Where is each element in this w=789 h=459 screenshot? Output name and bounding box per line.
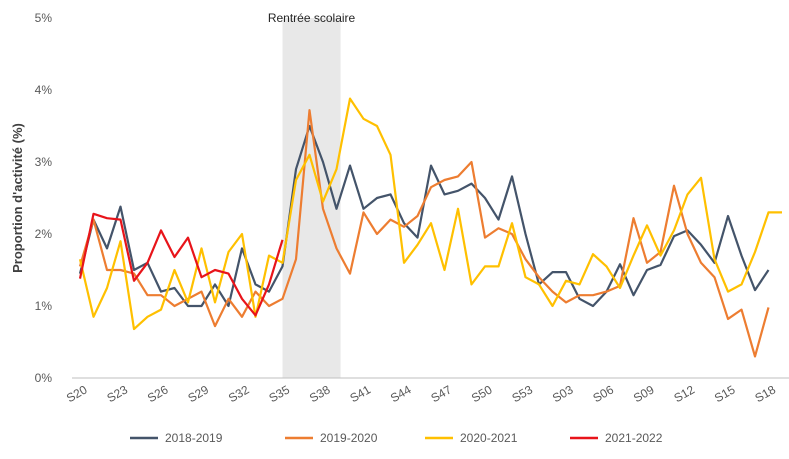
x-tick-label: S18: [753, 382, 779, 405]
x-tick-label: S20: [64, 382, 90, 405]
x-tick-label: S26: [145, 382, 171, 405]
series-line: [78, 109, 770, 358]
series-line: [78, 124, 770, 308]
y-axis-label: Proportion d'activité (%): [10, 123, 25, 273]
legend-label: 2018-2019: [165, 431, 223, 445]
x-tick-label: S35: [267, 382, 293, 405]
y-tick-label: 0%: [35, 371, 53, 385]
y-tick-label: 4%: [35, 83, 53, 97]
x-tick-label: S50: [469, 382, 495, 405]
y-tick-label: 2%: [35, 227, 53, 241]
x-tick-label: S32: [226, 382, 252, 405]
series-line: [78, 212, 284, 317]
x-tick-label: S53: [510, 382, 536, 405]
x-tick-label: S29: [186, 382, 212, 405]
band-label: Rentrée scolaire: [268, 11, 356, 25]
x-tick-label: S38: [307, 382, 333, 405]
x-tick-label: S23: [105, 382, 131, 405]
x-tick-label: S41: [348, 382, 374, 405]
legend-label: 2019-2020: [320, 431, 378, 445]
legend-label: 2021-2022: [605, 431, 663, 445]
x-tick-label: S03: [550, 382, 576, 405]
series-line: [78, 97, 782, 331]
legend-label: 2020-2021: [460, 431, 518, 445]
x-tick-label: S09: [631, 382, 657, 405]
y-tick-label: 3%: [35, 155, 53, 169]
x-tick-label: S06: [591, 382, 617, 405]
x-tick-label: S12: [672, 382, 698, 405]
y-tick-label: 1%: [35, 299, 53, 313]
x-tick-label: S44: [388, 382, 414, 405]
y-tick-label: 5%: [35, 11, 53, 25]
x-tick-label: S15: [712, 382, 738, 405]
x-tick-label: S47: [429, 382, 455, 405]
